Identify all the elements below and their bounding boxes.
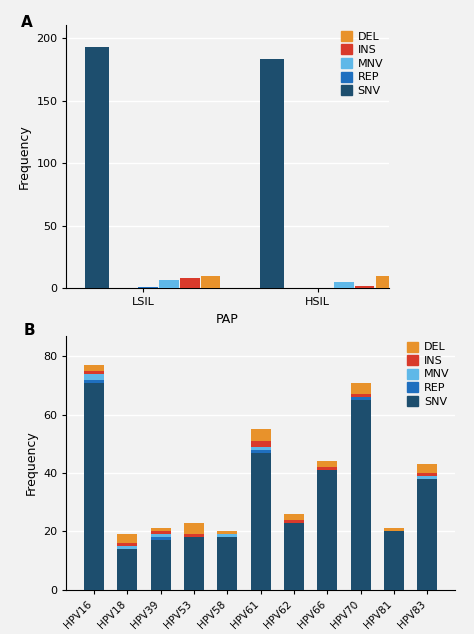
Bar [284, 520, 304, 522]
Bar [218, 534, 237, 537]
Bar [251, 429, 271, 441]
Legend: DEL, INS, MNV, REP, SNV: DEL, INS, MNV, REP, SNV [341, 31, 383, 96]
Bar [118, 534, 137, 543]
Bar [151, 528, 171, 531]
Bar [85, 47, 109, 288]
Bar [84, 365, 104, 371]
Bar [351, 394, 371, 398]
Bar [351, 398, 371, 400]
Bar [251, 453, 271, 590]
Bar [418, 473, 438, 476]
Bar [151, 537, 171, 540]
Bar [201, 276, 220, 288]
Bar [118, 543, 137, 546]
Bar [384, 531, 404, 590]
Bar [84, 383, 104, 590]
Bar [318, 462, 337, 467]
Bar [84, 380, 104, 383]
Bar [184, 537, 204, 590]
Bar [418, 479, 438, 590]
Bar [218, 531, 237, 534]
Bar [284, 514, 304, 520]
Bar [260, 59, 284, 288]
Y-axis label: Frequency: Frequency [25, 430, 37, 495]
Bar [138, 287, 158, 288]
Bar [418, 464, 438, 473]
Bar [118, 546, 137, 549]
Bar [159, 280, 179, 288]
Bar [418, 476, 438, 479]
Bar [251, 450, 271, 453]
Text: A: A [21, 15, 33, 30]
Bar [151, 531, 171, 534]
Bar [334, 282, 354, 288]
Bar [184, 522, 204, 534]
Bar [251, 441, 271, 447]
Bar [251, 447, 271, 450]
Bar [375, 276, 395, 288]
X-axis label: PAP: PAP [216, 313, 239, 326]
Bar [351, 383, 371, 394]
Bar [84, 371, 104, 374]
Bar [284, 522, 304, 590]
Legend: DEL, INS, MNV, REP, SNV: DEL, INS, MNV, REP, SNV [407, 342, 449, 406]
Bar [84, 374, 104, 380]
Bar [355, 286, 374, 288]
Bar [384, 528, 404, 531]
Bar [151, 540, 171, 590]
Bar [118, 549, 137, 590]
Bar [184, 534, 204, 537]
Bar [180, 278, 200, 288]
Bar [351, 400, 371, 590]
Bar [218, 537, 237, 590]
Bar [318, 470, 337, 590]
Bar [151, 534, 171, 537]
Text: B: B [24, 323, 35, 339]
Y-axis label: Frequency: Frequency [18, 124, 31, 190]
Bar [318, 467, 337, 470]
